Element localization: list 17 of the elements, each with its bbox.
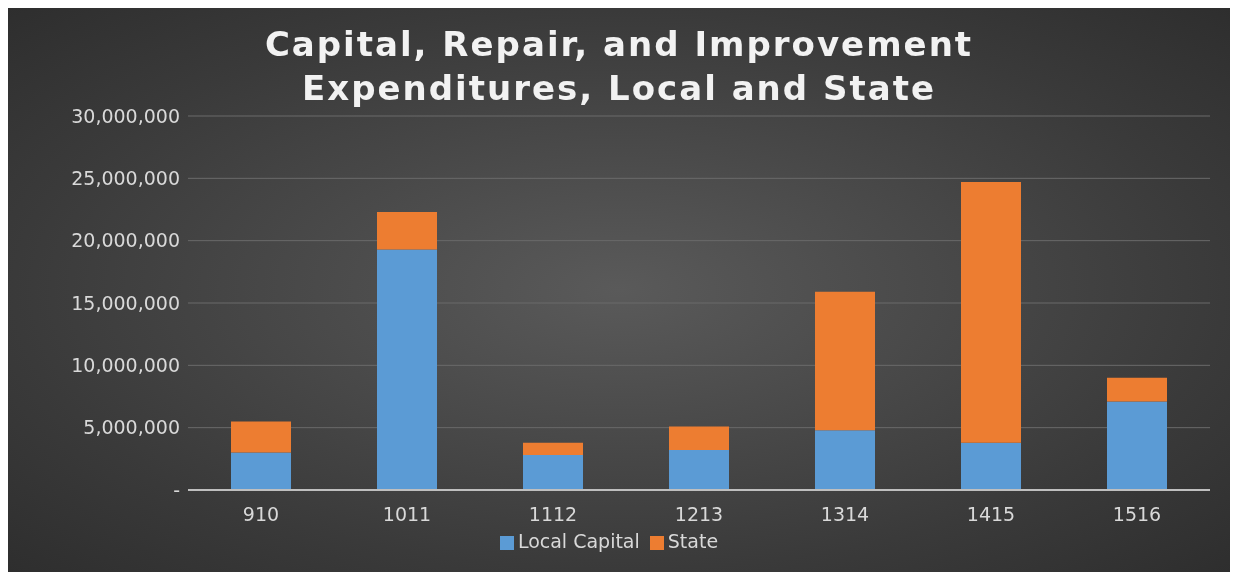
x-tick-label: 1213 bbox=[674, 503, 724, 526]
x-tick-label: 1415 bbox=[966, 503, 1016, 526]
y-tick-label: 20,000,000 bbox=[71, 229, 180, 252]
legend-label: State bbox=[667, 530, 719, 552]
y-tick-label: 30,000,000 bbox=[71, 104, 180, 127]
y-tick-label: 5,000,000 bbox=[83, 416, 180, 439]
x-tick-label: 1112 bbox=[528, 503, 578, 526]
x-tick-label: 910 bbox=[242, 503, 280, 526]
y-tick-label: 15,000,000 bbox=[71, 291, 180, 314]
x-tick-label: 1314 bbox=[820, 503, 870, 526]
y-tick-label: - bbox=[173, 478, 180, 501]
y-tick-label: 10,000,000 bbox=[71, 354, 180, 377]
chart-title: Capital, Repair, and Improvement Expenditures, Local and State bbox=[263, 23, 975, 108]
x-tick-label: 1011 bbox=[382, 503, 432, 526]
legend-label: Local Capital bbox=[517, 530, 640, 552]
x-tick-label: 1516 bbox=[1112, 503, 1162, 526]
y-tick-label: 25,000,000 bbox=[71, 167, 180, 190]
